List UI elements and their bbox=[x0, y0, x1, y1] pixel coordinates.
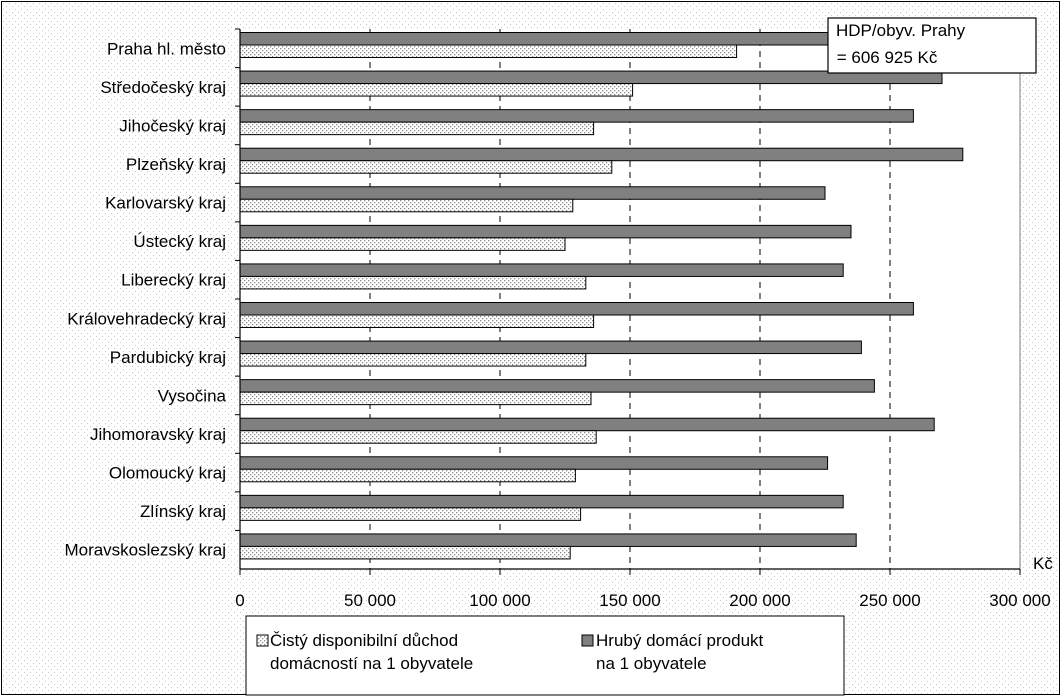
bar-disposable-income-4 bbox=[239, 198, 574, 213]
category-label-2: Jihočeský kraj bbox=[119, 116, 226, 135]
bar-gdp-9 bbox=[239, 379, 875, 393]
legend-label-disposable-income-line-2: domácností na 1 obyvatele bbox=[270, 654, 473, 673]
bar-gdp-6 bbox=[239, 263, 844, 277]
legend-frame bbox=[245, 615, 845, 696]
bar-gdp-5 bbox=[239, 224, 852, 239]
x-tick-label-1: 50 000 bbox=[344, 591, 396, 610]
bar-gdp-11 bbox=[239, 456, 829, 470]
category-label-11: Olomoucký kraj bbox=[109, 464, 226, 483]
bar-gdp-8 bbox=[239, 340, 862, 355]
category-label-13: Moravskoslezský kraj bbox=[64, 541, 226, 560]
bar-disposable-income-6 bbox=[239, 275, 587, 290]
category-labels: Praha hl. město Středočeský kraj Jihočeský… bbox=[64, 28, 240, 560]
bar-gdp-13 bbox=[239, 533, 857, 547]
x-tick-label-2: 100 000 bbox=[469, 591, 530, 610]
bar-disposable-income-3 bbox=[239, 160, 613, 174]
bar-disposable-income-13 bbox=[239, 545, 571, 560]
bar-disposable-income-11 bbox=[239, 468, 576, 483]
bar-disposable-income-10 bbox=[239, 430, 597, 444]
bar-disposable-income-0 bbox=[239, 44, 738, 58]
bar-disposable-income-2 bbox=[239, 121, 595, 136]
x-axis-unit: Kč bbox=[1033, 554, 1053, 573]
category-label-6: Liberecký kraj bbox=[121, 271, 226, 290]
category-label-7: Královehradecký kraj bbox=[67, 309, 226, 328]
bar-disposable-income-1 bbox=[239, 83, 634, 97]
legend-swatch-gdp bbox=[581, 634, 594, 647]
x-tick-label-4: 200 000 bbox=[729, 591, 790, 610]
legend-label-gdp-line-2: na 1 obyvatele bbox=[596, 654, 707, 673]
legend-swatch-disposable-income bbox=[256, 634, 269, 647]
category-label-8: Pardubický kraj bbox=[110, 348, 226, 367]
x-axis-ticks: 0 50 000 100 000 150 000 200 000 250 000 300 0… bbox=[235, 569, 1051, 610]
bar-gdp-7 bbox=[239, 302, 914, 316]
annotation-frame bbox=[827, 17, 1037, 74]
x-tick-label-3: 150 000 bbox=[599, 591, 660, 610]
bar-disposable-income-9 bbox=[239, 391, 592, 406]
category-label-10: Jihomoravský kraj bbox=[90, 425, 226, 444]
bar-gdp-3 bbox=[239, 147, 964, 162]
x-tick-label-0: 0 bbox=[235, 591, 244, 610]
bar-gdp-4 bbox=[239, 186, 826, 200]
x-tick-label-6: 300 000 bbox=[989, 591, 1050, 610]
category-label-4: Karlovarský kraj bbox=[105, 194, 226, 213]
bar-disposable-income-5 bbox=[239, 237, 566, 251]
bar-disposable-income-7 bbox=[239, 314, 595, 328]
bar-gdp-10 bbox=[239, 417, 935, 432]
legend-label-disposable-income-line-1: Čistý disponibilní důchod bbox=[270, 631, 458, 650]
annotation-line-2: = 606 925 Kč bbox=[832, 48, 938, 67]
category-label-3: Plzeňský kraj bbox=[126, 155, 226, 174]
category-label-5: Ústecký kraj bbox=[133, 232, 226, 251]
legend-label-gdp-line-1: Hrubý domácí produkt bbox=[596, 631, 764, 650]
bar-gdp-12 bbox=[239, 494, 844, 509]
category-label-0: Praha hl. město bbox=[107, 39, 226, 58]
annotation-box: HDP/obyv. Prahy = 606 925 Kč bbox=[827, 17, 1037, 74]
bar-disposable-income-12 bbox=[239, 507, 582, 521]
category-label-9: Vysočina bbox=[158, 386, 227, 405]
annotation-line-1: HDP/obyv. Prahy bbox=[836, 21, 966, 40]
bars bbox=[239, 32, 1021, 560]
legend: Čistý disponibilní důchod domácností na … bbox=[245, 615, 845, 696]
category-label-12: Zlínský kraj bbox=[140, 502, 226, 521]
category-label-1: Středočeský kraj bbox=[100, 78, 226, 97]
x-tick-label-5: 250 000 bbox=[859, 591, 920, 610]
bar-disposable-income-8 bbox=[239, 353, 587, 367]
bar-gdp-2 bbox=[239, 109, 914, 123]
